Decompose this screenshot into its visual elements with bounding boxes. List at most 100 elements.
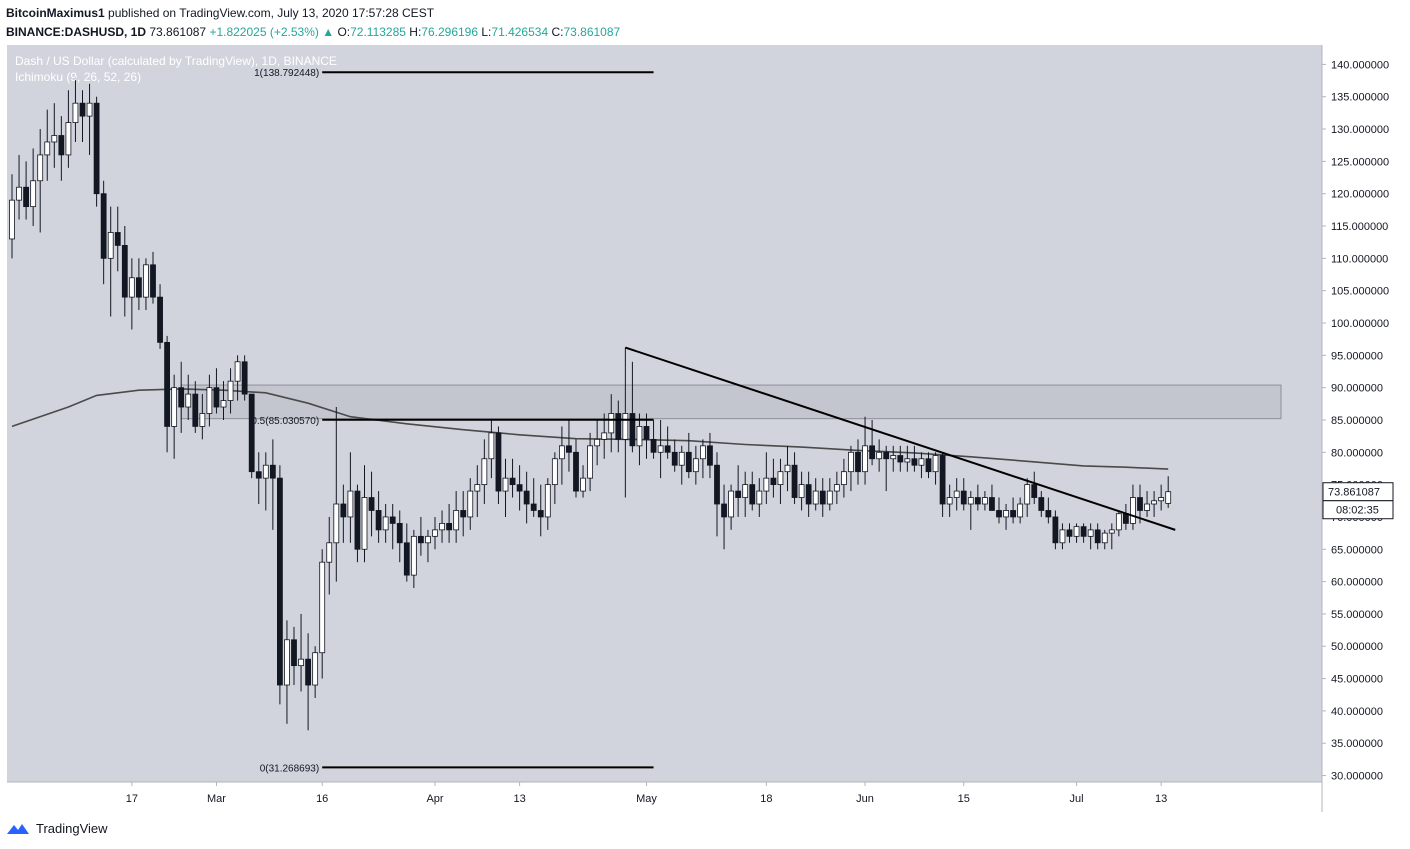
candle[interactable] [481, 439, 488, 505]
candle[interactable] [425, 529, 431, 563]
candle[interactable] [1087, 523, 1094, 550]
candle[interactable] [798, 471, 805, 511]
candle[interactable] [622, 347, 629, 498]
candle[interactable] [488, 419, 495, 479]
candle[interactable] [932, 452, 939, 485]
candle[interactable] [1158, 484, 1165, 511]
candle[interactable] [601, 413, 608, 459]
indicator-label[interactable]: Ichimoku (9, 26, 52, 26) [15, 70, 141, 84]
candle[interactable] [121, 226, 128, 317]
candle[interactable] [1045, 497, 1052, 524]
candle[interactable] [537, 484, 544, 537]
candle[interactable] [629, 361, 636, 453]
candle[interactable] [587, 432, 593, 492]
candle[interactable] [841, 458, 847, 498]
candle[interactable] [869, 419, 875, 466]
candle[interactable] [79, 90, 86, 142]
candle[interactable] [855, 439, 861, 485]
candle[interactable] [9, 174, 15, 259]
candle[interactable] [812, 478, 819, 511]
candle[interactable] [389, 504, 396, 550]
candle[interactable] [185, 374, 192, 420]
candle[interactable] [347, 452, 354, 543]
candle[interactable] [544, 478, 551, 530]
candle[interactable] [143, 258, 149, 311]
tradingview-logo-icon[interactable] [6, 820, 30, 836]
candle[interactable] [946, 484, 953, 517]
candle[interactable] [791, 452, 798, 505]
candle[interactable] [128, 258, 135, 330]
candle[interactable] [150, 251, 156, 304]
candle[interactable] [833, 471, 840, 505]
candle[interactable] [298, 613, 304, 692]
candle[interactable] [291, 626, 297, 686]
candle[interactable] [354, 484, 361, 563]
candle[interactable] [1052, 510, 1059, 550]
candle[interactable] [312, 646, 319, 698]
candle[interactable] [446, 504, 453, 543]
candle[interactable] [1130, 484, 1136, 530]
candle[interactable] [86, 83, 93, 155]
candle[interactable] [382, 504, 389, 543]
candle[interactable] [608, 394, 615, 453]
candle[interactable] [573, 439, 579, 498]
candle[interactable] [255, 452, 262, 505]
candle[interactable] [516, 465, 523, 511]
candle[interactable] [770, 458, 777, 498]
candle[interactable] [1010, 497, 1016, 524]
candle[interactable] [953, 478, 960, 511]
candle[interactable] [530, 478, 537, 517]
candle[interactable] [707, 432, 713, 479]
candle[interactable] [721, 484, 727, 550]
candle[interactable] [728, 484, 734, 530]
candle[interactable] [1165, 476, 1172, 508]
candle[interactable] [164, 335, 171, 453]
candle[interactable] [615, 400, 622, 453]
candle[interactable] [44, 109, 51, 181]
candle[interactable] [1108, 523, 1115, 550]
candle[interactable] [594, 419, 601, 466]
candle[interactable] [883, 445, 890, 492]
candle[interactable] [1038, 491, 1045, 517]
candle[interactable] [763, 452, 770, 505]
footer-brand[interactable]: TradingView [36, 820, 108, 836]
candle[interactable] [523, 471, 530, 524]
candle[interactable] [276, 465, 283, 705]
candle[interactable] [37, 129, 44, 233]
candle[interactable] [403, 523, 410, 582]
candle[interactable] [326, 516, 333, 595]
candle[interactable] [742, 471, 749, 517]
candle[interactable] [1003, 504, 1009, 530]
candle[interactable] [1115, 510, 1122, 537]
candle[interactable] [234, 355, 241, 401]
candle[interactable] [925, 452, 932, 479]
candle[interactable] [100, 180, 107, 285]
price-chart[interactable]: 1(138.792448)0.5(85.030570)0(31.268693) … [0, 0, 1410, 815]
candle[interactable] [114, 206, 121, 272]
candle[interactable] [206, 374, 213, 427]
candle[interactable] [714, 452, 720, 537]
candle[interactable] [897, 445, 904, 472]
candle[interactable] [1024, 478, 1031, 517]
candle[interactable] [636, 413, 643, 466]
candle[interactable] [678, 445, 685, 485]
candle[interactable] [1066, 523, 1073, 543]
time-axis[interactable] [7, 782, 1322, 812]
candle[interactable] [319, 549, 326, 679]
candle[interactable] [996, 497, 1002, 524]
candle[interactable] [911, 445, 918, 472]
candle[interactable] [982, 491, 988, 511]
candle[interactable] [495, 426, 502, 505]
candle[interactable] [735, 465, 742, 517]
candle[interactable] [439, 510, 445, 543]
candle[interactable] [826, 478, 833, 511]
candle[interactable] [700, 439, 706, 479]
candle[interactable] [1031, 471, 1038, 505]
candle[interactable] [269, 439, 276, 530]
candle[interactable] [960, 478, 967, 511]
candle[interactable] [643, 413, 650, 459]
candle[interactable] [890, 445, 897, 472]
candle[interactable] [396, 510, 403, 563]
candle[interactable] [30, 148, 37, 227]
candle[interactable] [65, 90, 72, 168]
